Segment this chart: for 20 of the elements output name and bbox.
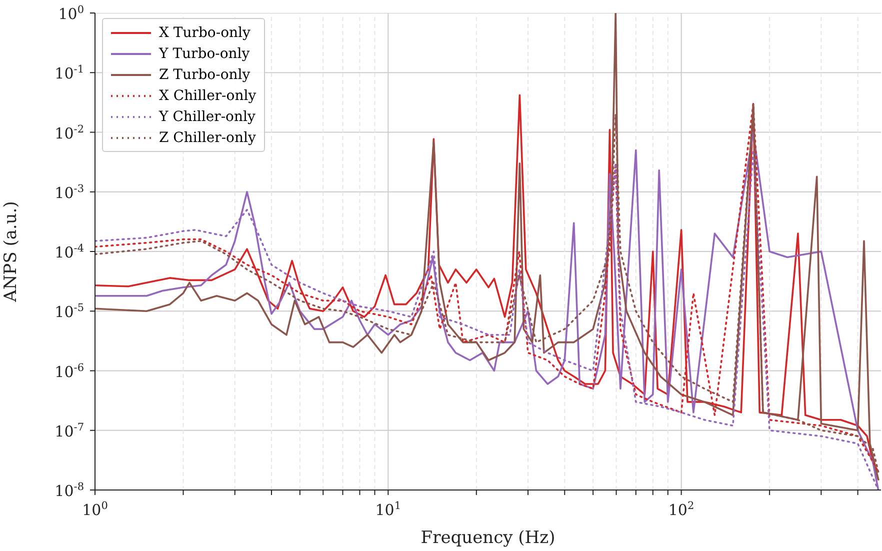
y-tick-label: 10$^{-3}$ — [54, 182, 84, 202]
x-axis-title: Frequency (Hz) — [420, 528, 556, 548]
y-tick-label: 10$^{-6}$ — [54, 362, 84, 381]
x-tick-label: 10$^{0}$ — [82, 500, 108, 519]
legend-label: X Turbo-only — [159, 24, 250, 40]
y-tick-label: 10$^{-4}$ — [54, 242, 84, 262]
legend-label: Z Chiller-only — [159, 130, 256, 146]
legend-label: Z Turbo-only — [159, 66, 250, 82]
legend-label: X Chiller-only — [159, 88, 256, 104]
y-tick-label: 10$^{-1}$ — [54, 64, 84, 83]
x-tick-label: 10$^{2}$ — [668, 500, 694, 519]
legend-label: Y Chiller-only — [159, 108, 256, 124]
x-tick-label: 10$^{1}$ — [375, 500, 402, 519]
y-axis-title: ANPS (a.u.) — [1, 201, 22, 303]
y-tick-label: 10$^{-5}$ — [54, 302, 84, 322]
legend-label: Y Turbo-only — [159, 46, 250, 62]
y-tick-label: 10$^{0}$ — [58, 4, 84, 23]
y-tick-label: 10$^{-8}$ — [54, 481, 84, 500]
y-tick-label: 10$^{-2}$ — [54, 123, 84, 142]
y-tick-label: 10$^{-7}$ — [54, 421, 84, 440]
